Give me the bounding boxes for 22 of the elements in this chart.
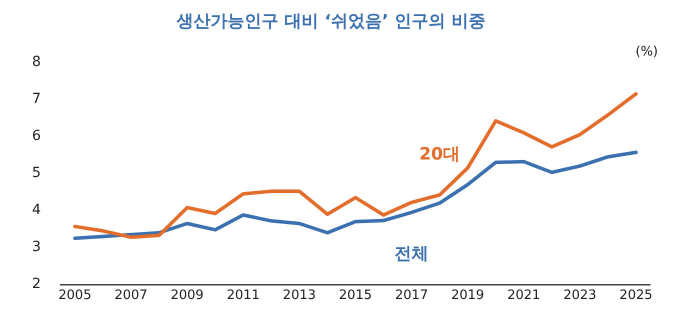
x-tick-label: 2021 (507, 288, 540, 303)
y-tick-label: 3 (32, 239, 41, 256)
y-tick-label: 7 (32, 91, 41, 108)
y-tick-label: 2 (32, 276, 41, 292)
y-tick-label: 5 (32, 165, 41, 182)
x-tick-label: 2015 (338, 288, 372, 303)
x-tick-label: 2011 (226, 288, 260, 303)
y-tick-label: 6 (32, 128, 41, 144)
chart-title: 생산가능인구 대비 ‘쉬었음’ 인구의 비중 (176, 12, 486, 32)
x-tick-label: 2009 (170, 288, 204, 303)
series-label: 전체 (394, 244, 429, 264)
series-label: 20대 (419, 144, 460, 164)
y-tick-label: 4 (32, 202, 41, 218)
y-tick-label: 8 (32, 54, 41, 70)
x-tick-label: 2025 (619, 288, 653, 303)
x-tick-label: 2017 (395, 288, 428, 303)
x-tick-label: 2007 (114, 288, 148, 303)
x-tick-label: 2023 (563, 288, 596, 303)
x-tick-label: 2013 (282, 288, 316, 303)
x-tick-label: 2005 (58, 288, 92, 303)
x-tick-label: 2019 (451, 288, 484, 303)
y-axis-title: (%) (636, 44, 658, 60)
